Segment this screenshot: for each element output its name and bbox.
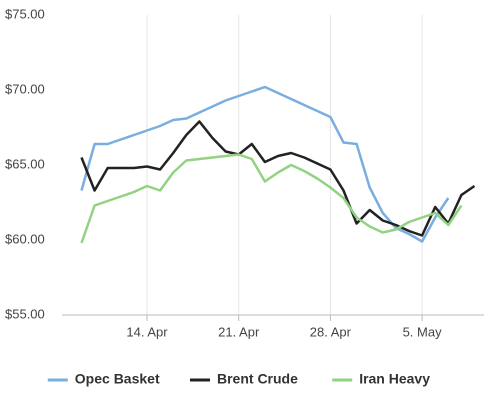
x-tick-label: 5. May [403,324,443,339]
x-tick-label: 28. Apr [310,324,352,339]
x-tick-label: 14. Apr [126,324,168,339]
y-tick-label: $55.00 [5,306,45,321]
legend-label: Brent Crude [217,371,298,387]
x-tick-label: 21. Apr [218,324,260,339]
series-line [80,85,450,243]
legend-label: Opec Basket [75,371,160,387]
legend-label: Iran Heavy [359,371,430,387]
y-tick-label: $65.00 [5,156,45,171]
series-line [80,120,476,237]
y-tick-label: $70.00 [5,81,45,96]
series-line [80,153,463,244]
legend: Opec Basket Brent Crude Iran Heavy [47,371,430,387]
y-tick-label: $60.00 [5,231,45,246]
y-tick-label: $75.00 [5,6,45,21]
